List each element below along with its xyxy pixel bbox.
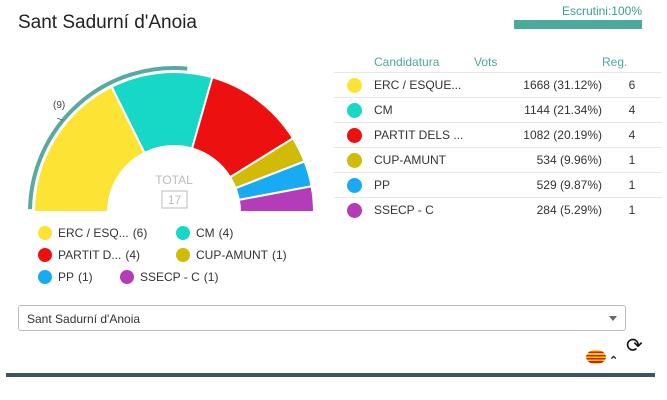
legend-swatch: [176, 248, 190, 262]
total-box: [161, 190, 188, 209]
legend-count: (1): [272, 248, 287, 262]
caret-down-icon: [609, 316, 617, 321]
legend-swatch: [38, 270, 52, 284]
table-row: ERC / ESQUE... 1668 (31.12%) 6: [334, 72, 662, 98]
legend-swatch: [120, 270, 134, 284]
legend-item: CUP-AMUNT (1): [176, 248, 287, 262]
party-votes: 534 (9.96%): [474, 147, 602, 173]
page-title: Sant Sadurní d'Anoia: [18, 12, 197, 33]
total-label: TOTAL: [155, 173, 193, 187]
header-reg: Reg.: [602, 55, 628, 69]
progress-label: Escrutini:100%: [561, 4, 642, 18]
results-table: Candidatura Vots Reg. ERC / ESQUE... 1668…: [334, 52, 662, 222]
legend-label: PP: [58, 270, 75, 284]
legend-label: SSECP - C: [140, 270, 200, 284]
select-value: Sant Sadurní d'Anoia: [27, 312, 141, 326]
progress-fill: [514, 20, 642, 29]
party-color-dot: [346, 127, 362, 143]
party-color-dot: [346, 102, 362, 118]
majority-label: (9): [53, 100, 65, 111]
municipality-select[interactable]: Sant Sadurní d'Anoia: [18, 305, 626, 331]
party-color-dot: [346, 77, 362, 93]
table-header-row: Candidatura Vots Reg.: [334, 52, 662, 73]
refresh-icon[interactable]: ⟳: [626, 335, 643, 357]
party-votes: 284 (5.29%): [474, 197, 602, 222]
majority-tick: [56, 117, 64, 121]
legend-label: CUP-AMUNT: [196, 248, 268, 262]
legend-label: CM: [196, 226, 215, 240]
party-seats: 1: [602, 172, 662, 198]
party-color-dot: [346, 202, 362, 218]
party-name: CUP-AMUNT: [374, 147, 474, 173]
party-color-dot: [346, 152, 362, 168]
scrutiny-progress: Escrutini:100%: [514, 5, 642, 29]
party-seats: 6: [602, 72, 662, 98]
party-name: PARTIT DELS ...: [374, 122, 474, 148]
party-name: SSECP - C: [374, 197, 474, 222]
legend-swatch: [176, 226, 190, 240]
legend-count: (1): [78, 270, 93, 284]
party-votes: 529 (9.87%): [474, 172, 602, 198]
party-seats: 4: [602, 97, 662, 123]
slice-6: [237, 185, 316, 213]
party-name: ERC / ESQUE...: [374, 72, 474, 98]
party-seats: 1: [602, 197, 662, 222]
progress-track: [514, 20, 642, 29]
legend-label: ERC / ESQ...: [58, 226, 129, 240]
legend-item: SSECP - C (1): [120, 270, 218, 284]
party-name: CM: [374, 97, 474, 123]
legend-item: PP (1): [38, 270, 93, 284]
legend-count: (4): [125, 248, 141, 262]
header-candidatura: Candidatura: [374, 55, 440, 69]
legend-item: ERC / ESQ... (6): [38, 226, 147, 240]
catalan-flag-icon[interactable]: [586, 350, 606, 364]
party-votes: 1082 (20.19%): [474, 122, 602, 148]
table-row: SSECP - C 284 (5.29%) 1: [334, 197, 662, 222]
party-votes: 1144 (21.34%): [474, 97, 602, 123]
legend-swatch: [38, 226, 52, 240]
party-votes: 1668 (31.12%): [474, 72, 602, 98]
party-name: PP: [374, 172, 474, 198]
chevron-up-icon[interactable]: ⌃: [609, 355, 619, 367]
table-row: PP 529 (9.87%) 1: [334, 172, 662, 198]
legend-item: PARTIT D... (4): [38, 248, 140, 262]
legend-label: PARTIT D...: [58, 248, 122, 262]
bottom-bar: [6, 373, 655, 377]
table-row: CUP-AMUNT 534 (9.96%) 1: [334, 147, 662, 173]
party-color-dot: [346, 177, 362, 193]
party-seats: 4: [602, 122, 662, 148]
seat-chart: (9) TOTAL 17: [28, 66, 316, 213]
legend-count: (4): [218, 226, 234, 240]
majority-arc: [28, 66, 188, 210]
table-row: PARTIT DELS ... 1082 (20.19%) 4: [334, 122, 662, 148]
slice-1: [32, 85, 146, 213]
header-vots: Vots: [474, 55, 498, 69]
header-color: [334, 52, 374, 73]
party-seats: 1: [602, 147, 662, 173]
legend-count: (1): [203, 270, 219, 284]
legend-item: CM (4): [176, 226, 233, 240]
legend-swatch: [38, 248, 52, 262]
legend-count: (6): [132, 226, 148, 240]
table-row: CM 1144 (21.34%) 4: [334, 97, 662, 123]
total-value: 17: [168, 193, 182, 207]
